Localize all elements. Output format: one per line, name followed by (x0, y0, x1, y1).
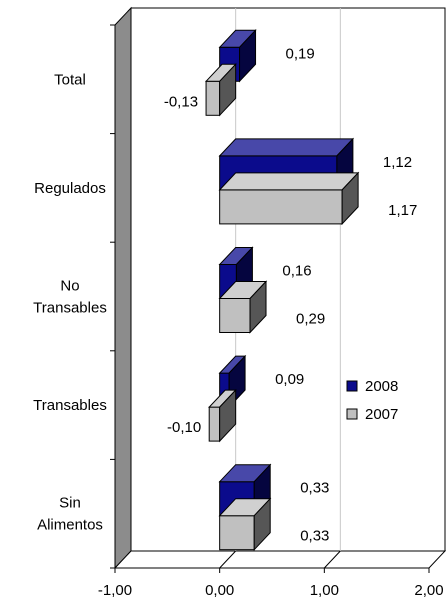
legend-swatch-2007 (347, 409, 357, 419)
category-label-3: No (60, 278, 79, 295)
bar-front (220, 516, 255, 550)
data-label-2008-3: 0,16 (282, 263, 311, 280)
data-label-2007-5: 0,33 (300, 528, 329, 545)
bar-top (220, 139, 353, 156)
legend-label-2008: 2008 (365, 378, 398, 395)
category-label-1: Total (54, 71, 86, 88)
bar-front (220, 299, 250, 333)
bar-front (209, 407, 219, 441)
x-tick-label: -1,00 (98, 582, 132, 599)
x-tick-label: 0,00 (205, 582, 234, 599)
data-label-2008-1: 0,19 (286, 45, 315, 62)
category-label-2: Regulados (34, 180, 106, 197)
data-label-2007-4: -0,10 (167, 419, 201, 436)
bar-front (206, 81, 220, 115)
back-wall (131, 8, 445, 551)
chart-walls (115, 8, 445, 568)
bar-2007-2 (220, 173, 358, 224)
x-tick-label: 1,00 (310, 582, 339, 599)
category-label-3: Transables (33, 300, 107, 317)
floor (115, 551, 445, 568)
data-label-2007-2: 1,17 (388, 202, 417, 219)
legend-swatch-2008 (347, 381, 357, 391)
category-label-4: Transables (33, 397, 107, 414)
category-label-5: Alimentos (37, 517, 103, 534)
category-label-5: Sin (59, 495, 81, 512)
bar-top (220, 173, 358, 190)
bar-front (220, 190, 342, 224)
data-label-2008-4: 0,09 (275, 371, 304, 388)
data-label-2008-2: 1,12 (383, 154, 412, 171)
x-tick-label: 2,00 (414, 582, 443, 599)
data-label-2007-1: -0,13 (164, 93, 198, 110)
side-wall (115, 8, 131, 568)
data-label-2007-3: 0,29 (296, 311, 325, 328)
legend-label-2007: 2007 (365, 406, 398, 423)
data-label-2008-5: 0,33 (300, 480, 329, 497)
